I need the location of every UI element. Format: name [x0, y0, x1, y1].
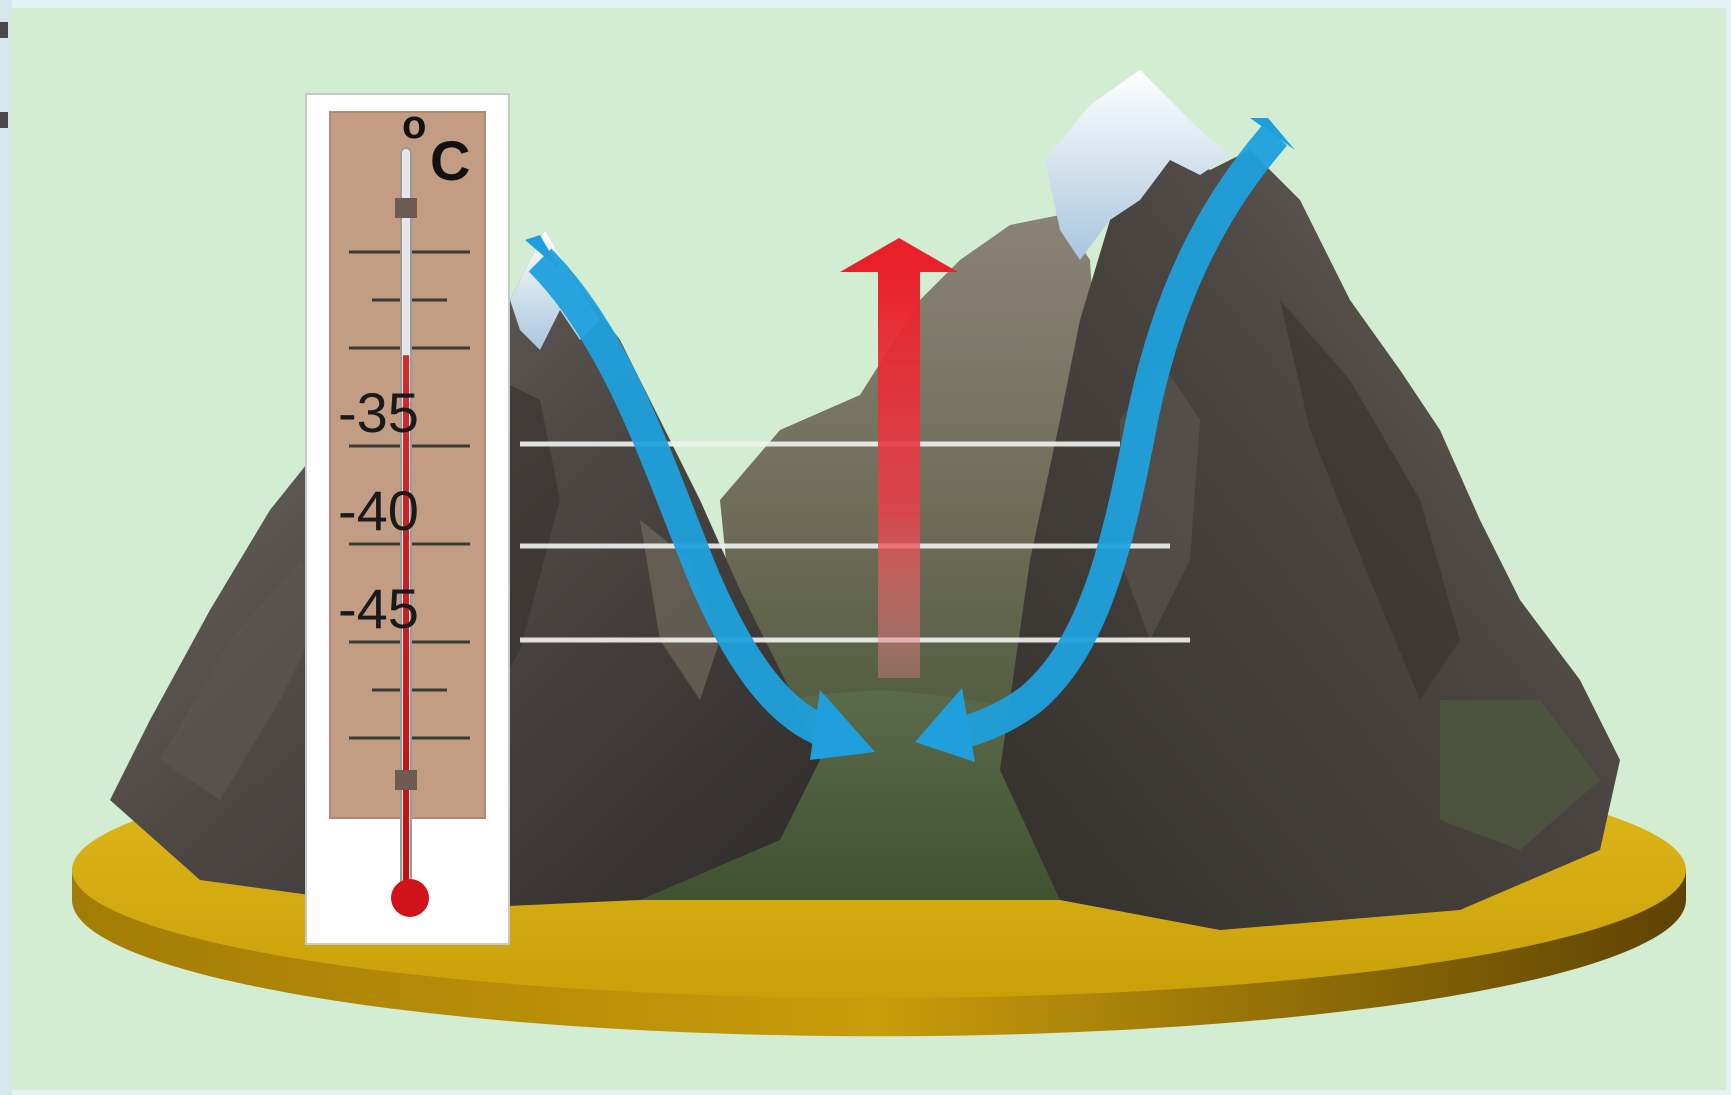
- scale-label-45: -45: [338, 577, 419, 640]
- thermometer: o C -35 -40 -45: [305, 93, 510, 945]
- tube-clamp: [395, 770, 417, 790]
- slide-edge-mark: [0, 22, 8, 38]
- right-mountain: [1000, 70, 1620, 930]
- scale-label-40: -40: [338, 479, 419, 542]
- slide-edge-strip: [0, 0, 12, 1095]
- thermometer-bulb: [391, 879, 429, 917]
- scale-label-35: -35: [338, 381, 419, 444]
- tube-clamp: [395, 198, 417, 218]
- snow-peak: [1045, 70, 1230, 260]
- unit-label: C: [430, 129, 470, 192]
- slide-edge-mark: [0, 112, 8, 128]
- red-arrow-icon: [840, 238, 958, 678]
- mercury-column: [403, 355, 409, 888]
- blue-arrow-icon: [525, 118, 1295, 762]
- degree-symbol: o: [402, 103, 426, 147]
